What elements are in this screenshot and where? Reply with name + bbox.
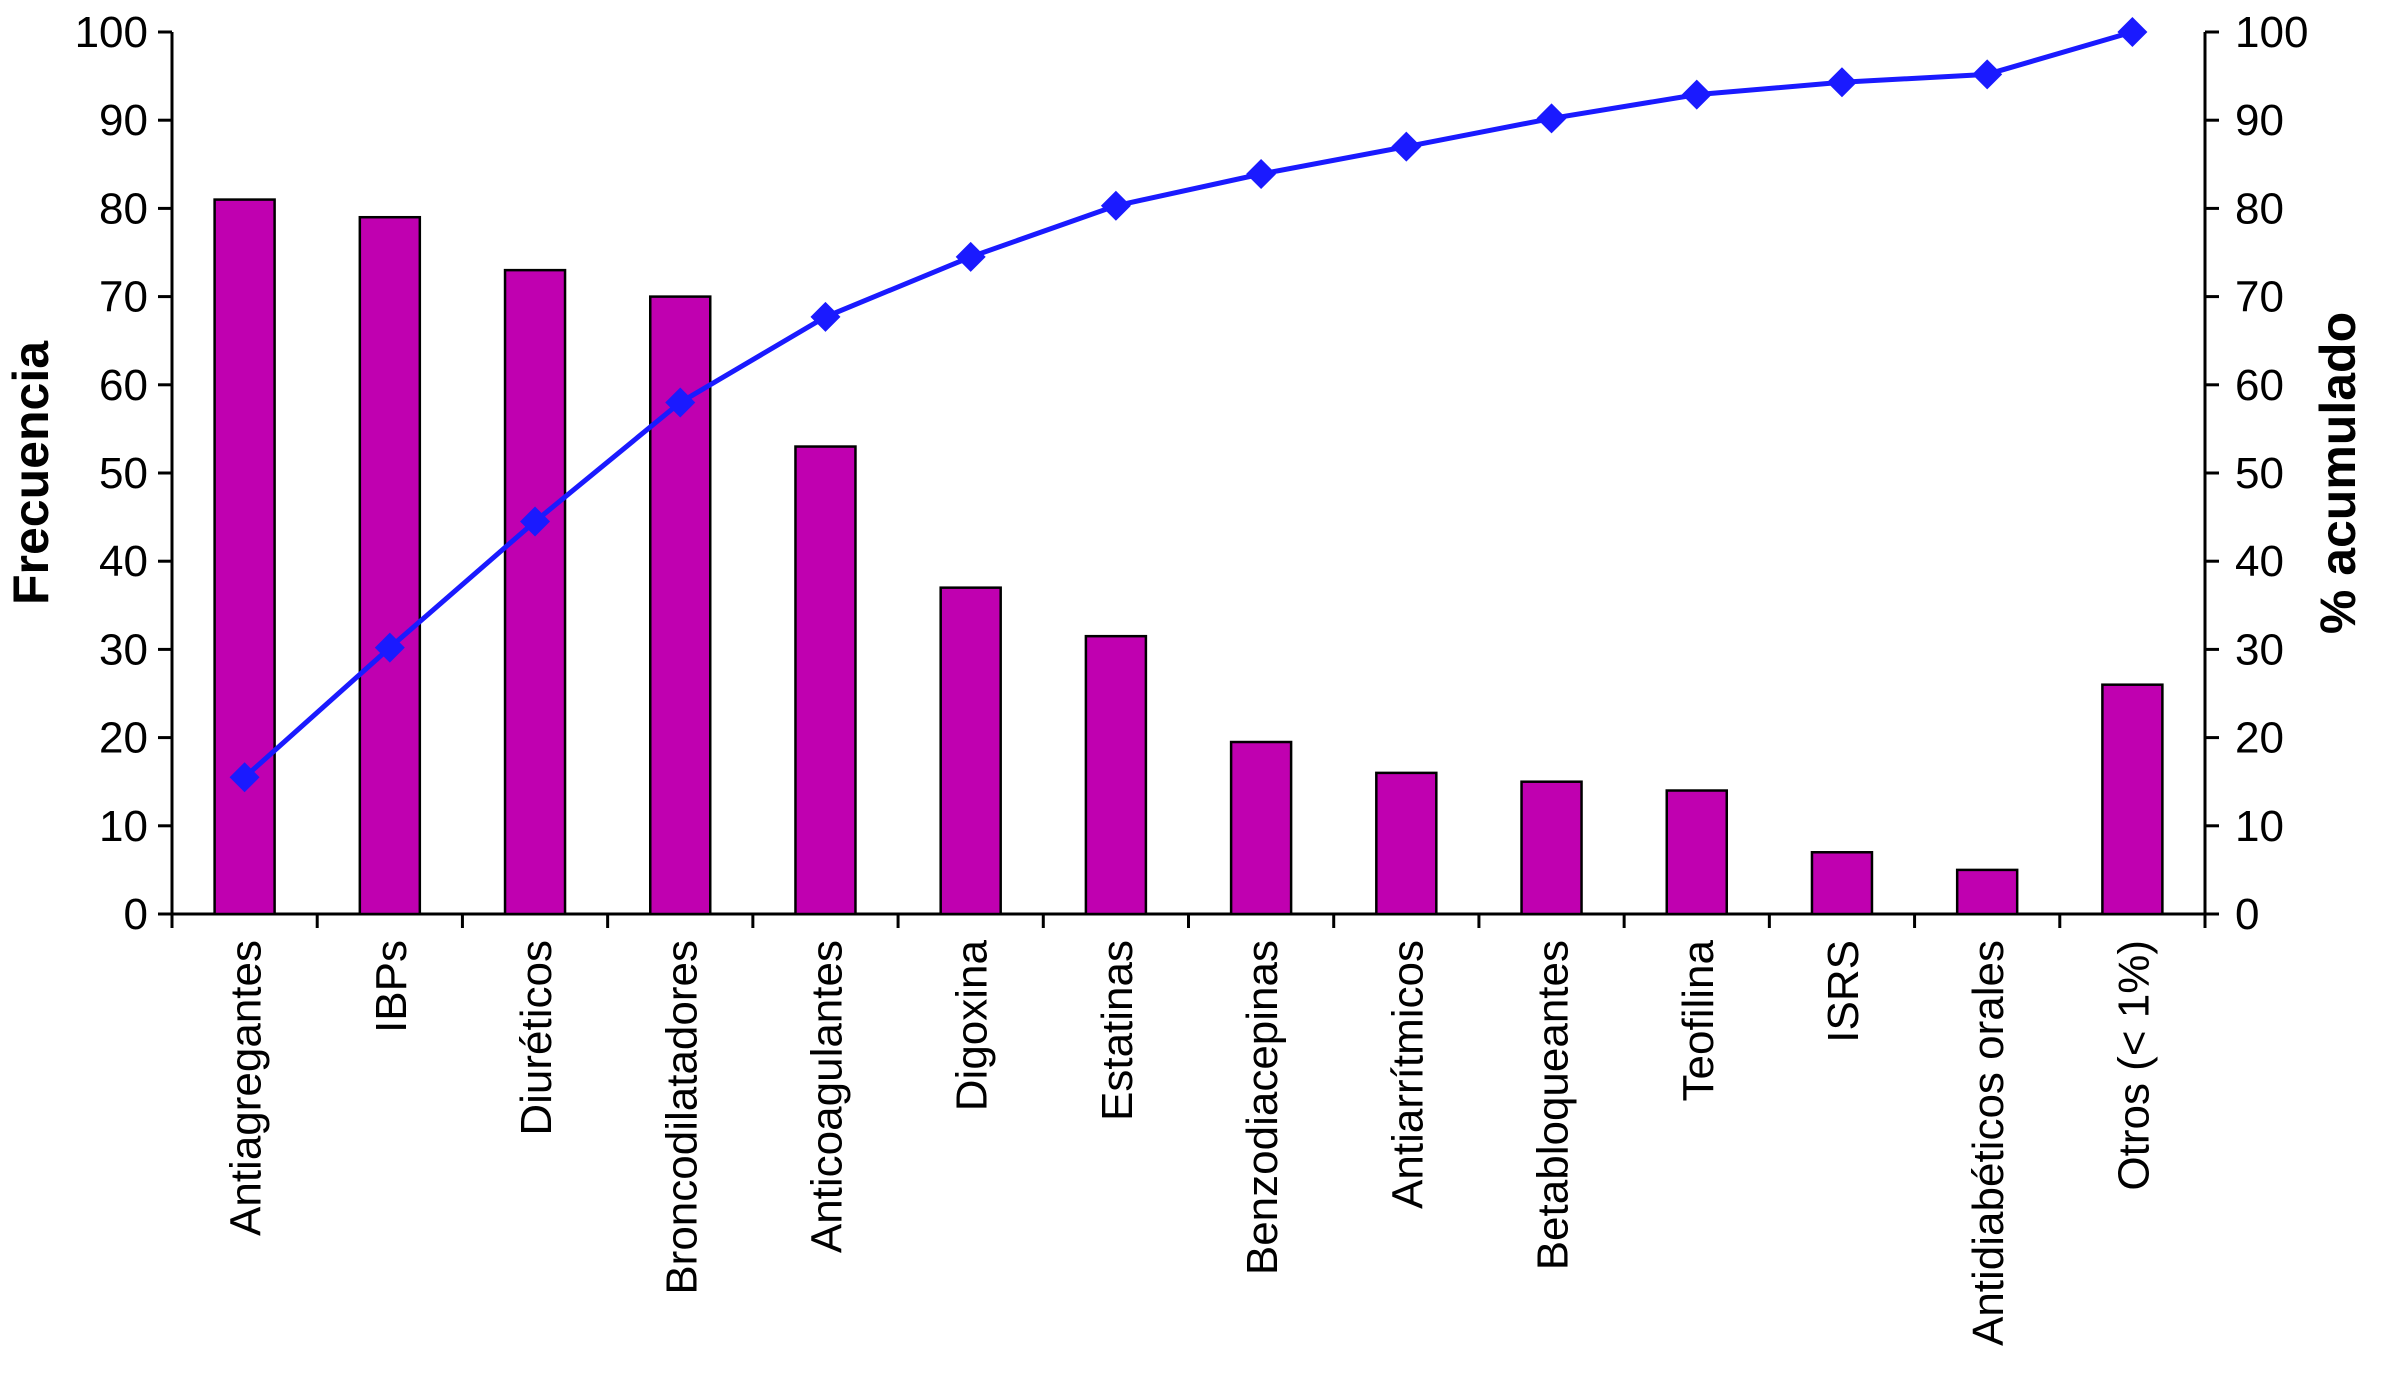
x-category-label: Broncodilatadores xyxy=(657,940,706,1295)
x-category-label: Diuréticos xyxy=(512,940,561,1136)
bar xyxy=(1520,780,1583,916)
left-y-tick-label: 30 xyxy=(99,625,148,674)
right-y-tick-label: 40 xyxy=(2235,537,2284,586)
left-y-axis-title: Frecuencia xyxy=(3,340,59,605)
x-category-label: ISRS xyxy=(1819,940,1868,1043)
left-y-tick-label: 40 xyxy=(99,537,148,586)
line-point-marker xyxy=(810,301,841,332)
bar xyxy=(1810,851,1874,916)
right-y-tick-label: 20 xyxy=(2235,714,2284,763)
right-y-tick-label: 70 xyxy=(2235,273,2284,322)
bar xyxy=(939,586,1002,916)
line-point-marker xyxy=(374,632,405,663)
left-y-tick-label: 20 xyxy=(99,714,148,763)
left-y-tick-label: 0 xyxy=(124,890,148,939)
x-category-label: Teofilina xyxy=(1674,939,1723,1101)
line-point-marker xyxy=(1536,103,1567,134)
x-category-label: Betabloqueantes xyxy=(1529,940,1578,1270)
bar xyxy=(1955,868,2019,916)
right-y-tick-label: 0 xyxy=(2235,890,2259,939)
right-y-tick-label: 80 xyxy=(2235,184,2284,233)
right-y-tick-label: 30 xyxy=(2235,625,2284,674)
bar xyxy=(1375,771,1438,916)
bar xyxy=(794,445,857,916)
right-y-axis-ticks: 0 10 20 30 40 50 60 70 80 90 100 xyxy=(2205,8,2308,939)
bar xyxy=(1229,740,1293,916)
x-axis-category-labels: Antiagregantes IBPs Diuréticos Broncodilata… xyxy=(222,939,2159,1346)
left-y-tick-label: 100 xyxy=(75,8,148,57)
bar-series xyxy=(213,198,2164,916)
bar xyxy=(1084,634,1148,916)
right-y-tick-label: 10 xyxy=(2235,802,2284,851)
x-category-label: Antiagregantes xyxy=(222,940,271,1236)
bar xyxy=(503,268,567,916)
line-point-marker xyxy=(520,506,551,537)
line-point-marker xyxy=(955,241,986,272)
bar xyxy=(649,295,712,916)
line-point-marker xyxy=(1681,79,1712,110)
line-point-marker xyxy=(665,387,696,418)
left-y-axis-ticks: 0 10 20 30 40 50 60 70 80 90 100 xyxy=(75,8,172,939)
right-y-tick-label: 100 xyxy=(2235,8,2308,57)
x-category-label: Benzodiacepinas xyxy=(1238,940,1287,1275)
line-point-marker xyxy=(1100,190,1131,221)
right-y-tick-label: 60 xyxy=(2235,361,2284,410)
left-y-tick-label: 70 xyxy=(99,273,148,322)
x-category-label: Otros (< 1%) xyxy=(2109,940,2158,1191)
left-y-tick-label: 50 xyxy=(99,449,148,498)
bar xyxy=(213,198,276,916)
line-point-marker xyxy=(1972,59,2003,90)
left-y-tick-label: 10 xyxy=(99,802,148,851)
x-category-label: IBPs xyxy=(367,940,416,1033)
cumulative-line xyxy=(242,29,2134,780)
bar xyxy=(1665,789,1728,916)
left-y-tick-label: 90 xyxy=(99,96,148,145)
bar xyxy=(2101,683,2164,916)
left-y-tick-label: 60 xyxy=(99,361,148,410)
x-category-label: Anticoagulantes xyxy=(802,940,851,1253)
x-category-label: Estatinas xyxy=(1093,940,1142,1121)
line-point-marker xyxy=(2117,17,2148,47)
right-y-axis-title: % acumulado xyxy=(2310,312,2366,634)
cumulative-line-series xyxy=(229,17,2148,793)
right-y-tick-label: 50 xyxy=(2235,449,2284,498)
plot-frame xyxy=(170,32,2207,928)
line-point-marker xyxy=(229,762,260,793)
line-point-marker xyxy=(1246,159,1277,190)
right-y-tick-label: 90 xyxy=(2235,96,2284,145)
x-category-label: Antidiabéticos orales xyxy=(1964,940,2013,1346)
bar xyxy=(358,215,422,916)
x-category-label: Digoxina xyxy=(948,939,997,1111)
left-y-tick-label: 80 xyxy=(99,184,148,233)
line-point-marker xyxy=(1826,67,1857,98)
line-point-marker xyxy=(1391,131,1422,162)
x-category-label: Antiarrítmicos xyxy=(1383,940,1432,1209)
